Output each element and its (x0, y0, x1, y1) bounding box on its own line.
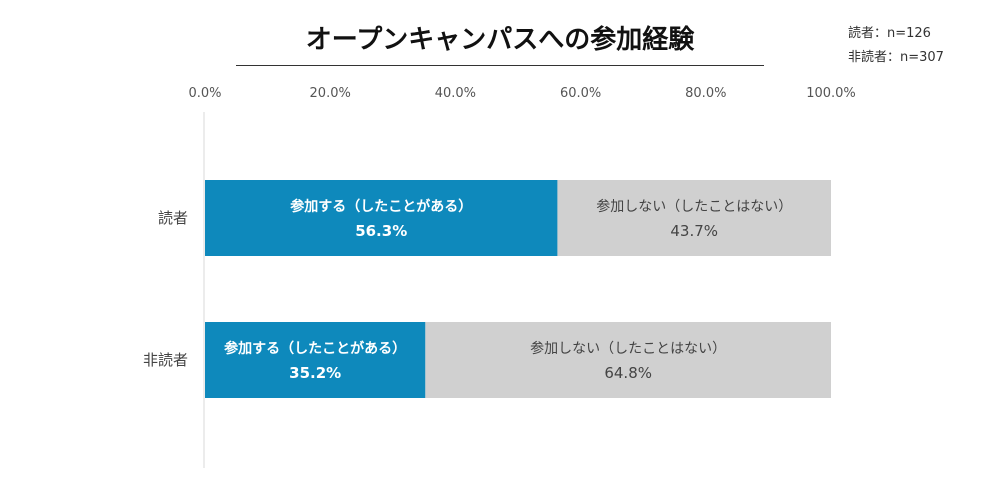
bar-segment (425, 322, 831, 398)
x-tick-label: 100.0% (806, 86, 856, 101)
bar-segment (557, 180, 831, 256)
x-tick-label: 0.0% (188, 86, 221, 101)
sample-size-readers: 読者：n=126 (848, 26, 931, 41)
sample-size-nonreaders: 非読者：n=307 (848, 50, 944, 65)
data-label: 43.7% (670, 222, 718, 240)
segment-series-label: 参加する（したことがある） (224, 340, 406, 357)
bar-segment (205, 322, 426, 398)
segment-series-label: 参加しない（したことはない） (596, 198, 792, 215)
category-label: 非読者 (143, 351, 188, 369)
x-tick-label: 60.0% (560, 86, 601, 101)
segment-series-label: 参加しない（したことはない） (530, 340, 726, 357)
bar-segment (205, 180, 558, 256)
segment-series-label: 参加する（したことがある） (290, 198, 472, 215)
x-tick-label: 20.0% (310, 86, 351, 101)
x-tick-label: 80.0% (685, 86, 726, 101)
data-label: 64.8% (604, 364, 652, 382)
x-tick-label: 40.0% (435, 86, 476, 101)
data-label: 56.3% (355, 222, 407, 240)
data-label: 35.2% (289, 364, 341, 382)
chart-title: オープンキャンパスへの参加経験 (236, 20, 764, 66)
category-label: 読者 (158, 209, 188, 227)
